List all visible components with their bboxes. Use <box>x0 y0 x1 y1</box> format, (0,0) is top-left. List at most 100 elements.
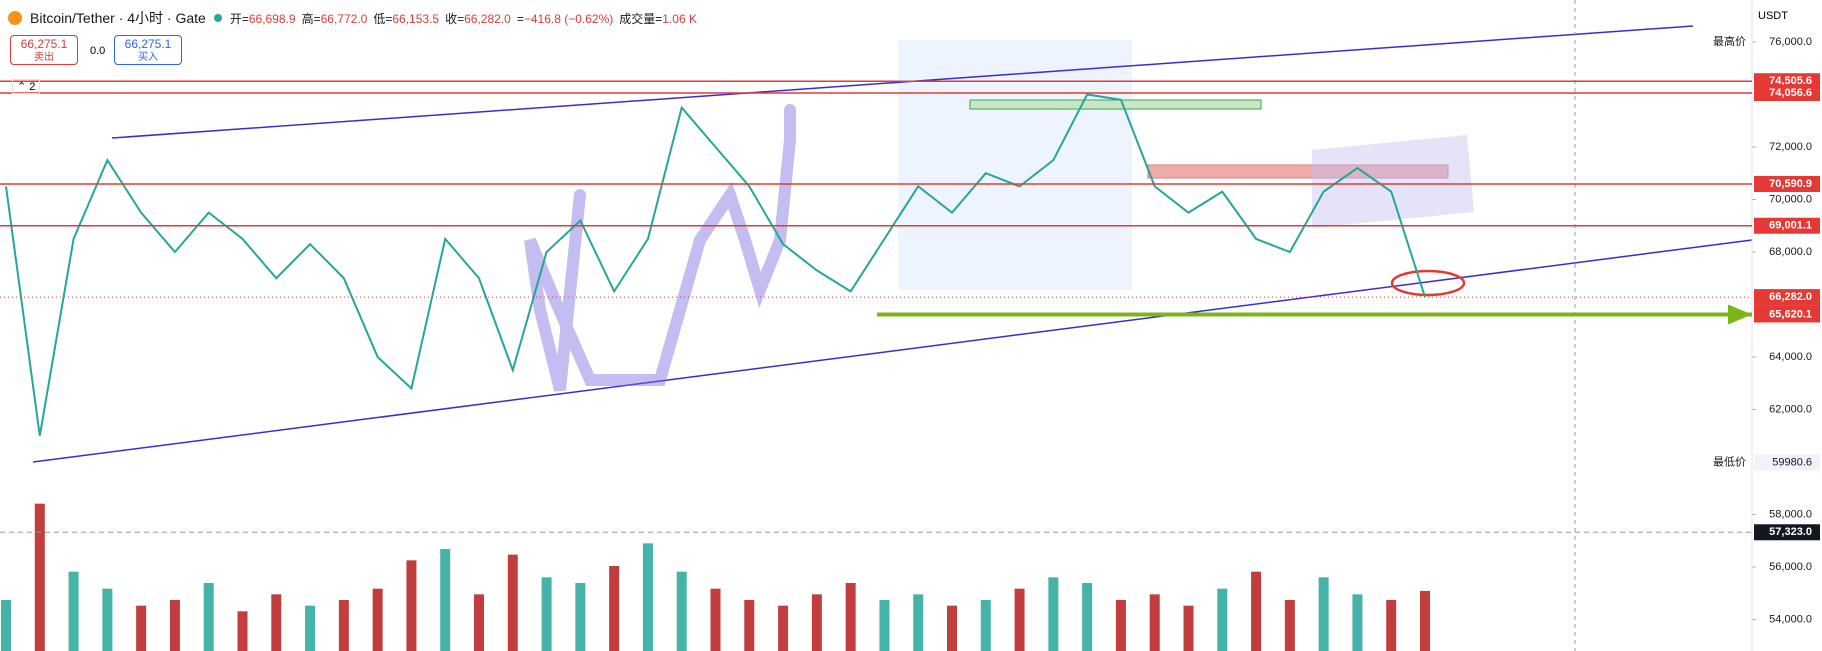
volume-bar <box>271 594 282 651</box>
volume-bar <box>1318 577 1329 651</box>
volume-bar <box>1420 590 1430 651</box>
volume-bar <box>845 583 856 651</box>
volume-bar <box>1048 577 1059 651</box>
price-label-box <box>1754 289 1820 306</box>
y-tick-label: 54,000.0 <box>1769 613 1812 625</box>
low-price-value: 59980.6 <box>1772 456 1812 468</box>
volume-bar <box>811 594 822 651</box>
price-line <box>5 93 1426 436</box>
buy-label: 买入 <box>138 52 158 63</box>
quote-item: 收=66,282.0 <box>445 11 511 26</box>
volume-bar <box>1284 600 1295 651</box>
spread: 0.0 <box>90 45 106 57</box>
channel-lower <box>32 239 1753 463</box>
volume-bar <box>947 605 957 651</box>
pattern-highlight <box>524 104 796 392</box>
price-label-box <box>1754 524 1820 541</box>
quote-value: 66,698.9 <box>248 11 296 26</box>
price-label-box <box>1754 217 1820 234</box>
indicator-toggle[interactable]: ⌃ 2 <box>12 79 41 94</box>
volume-bar <box>1115 600 1126 651</box>
volume-bar <box>169 600 180 651</box>
volume-bar <box>338 600 349 651</box>
price-label: 57,323.0 <box>1769 526 1812 538</box>
volume-bar <box>406 560 417 651</box>
zone-green <box>969 99 1262 110</box>
y-tick-label: 58,000.0 <box>1769 508 1812 520</box>
buy-button[interactable]: 66,275.1 买入 <box>114 35 182 65</box>
quote-label: 开 <box>229 11 242 26</box>
quote-item: 开=66,698.9 <box>229 11 296 26</box>
high-marker-label: 最高价 <box>1713 34 1746 48</box>
quote-value: −416.8 (−0.62%) <box>523 11 614 26</box>
volume-bar <box>1352 594 1363 651</box>
volume-bar <box>1386 600 1397 651</box>
y-tick-label: 68,000.0 <box>1769 246 1812 258</box>
volume-bar <box>34 503 45 651</box>
volume-bar <box>1 600 11 651</box>
quote-value: 66,772.0 <box>320 11 368 26</box>
y-tick-label: 76,000.0 <box>1769 36 1812 48</box>
quote-label: 高 <box>301 11 314 26</box>
volume-bar <box>980 600 991 651</box>
currency[interactable]: USDT <box>1758 10 1788 22</box>
volume-bar <box>136 605 147 651</box>
quote-value: 1.06 K <box>662 11 697 26</box>
volume-bar <box>744 600 755 651</box>
price-label: 74,505.6 <box>1769 75 1812 87</box>
volume-bar <box>575 583 586 651</box>
quote-label: 低 <box>373 11 386 26</box>
volume-bar <box>710 588 721 651</box>
sell-label: 卖出 <box>34 52 54 63</box>
low-marker-label: 最低价 <box>1713 455 1746 468</box>
volume-bar <box>1217 588 1228 651</box>
low-price-box <box>1754 454 1820 471</box>
quote-item: 成交量=1.06 K <box>619 11 697 26</box>
arrow-head <box>1728 304 1752 325</box>
volume-profile-area <box>898 40 1132 290</box>
quote-value: 66,282.0 <box>464 11 511 26</box>
volume-bar <box>676 571 687 651</box>
quote-item: 高=66,772.0 <box>301 11 368 26</box>
quote-value: 66,153.5 <box>392 11 440 26</box>
price-label: 66,282.0 <box>1769 291 1812 303</box>
price-label-box <box>1754 85 1820 102</box>
indicator-count: 2 <box>29 81 36 93</box>
volume-bar <box>879 600 890 651</box>
y-tick-label: 64,000.0 <box>1769 351 1812 363</box>
volume-bar <box>778 605 789 651</box>
quote-label: 收 <box>445 11 458 26</box>
volume-bar <box>305 605 316 651</box>
volume-bar <box>474 594 484 651</box>
regression-channel <box>1312 135 1474 228</box>
quote: 开=66,698.9 高=66,772.0 低=66,153.5 收=66,282.0… <box>230 10 703 27</box>
y-tick-label: 70,000.0 <box>1769 193 1812 205</box>
quote-item: 低=66,153.5 <box>373 11 440 26</box>
status-dot <box>213 14 222 22</box>
buy-price: 66,275.1 <box>124 37 172 51</box>
highlight-circle <box>1390 269 1466 297</box>
quote-item: =−416.8 (−0.62%) <box>516 11 614 26</box>
volume-bar <box>372 588 383 651</box>
y-tick-label: 72,000.0 <box>1769 141 1812 153</box>
sell-price: 66,275.1 <box>20 37 68 51</box>
coin-icon <box>8 11 22 25</box>
volume-bar <box>1183 605 1194 651</box>
volume-bar <box>541 577 552 651</box>
volume-bar <box>102 588 113 651</box>
volume-bar <box>609 566 620 651</box>
header: Bitcoin/Tether · 4小时 · Gate 开=66,698.9 高=… <box>8 8 703 28</box>
price-label-box <box>1754 175 1820 192</box>
volume-bar <box>507 554 518 651</box>
volume-bar <box>68 571 79 651</box>
channel-upper <box>111 25 1694 139</box>
volume-bar <box>203 583 214 651</box>
volume-bar <box>642 543 653 651</box>
price-label-box <box>1754 306 1820 323</box>
sell-button[interactable]: 66,275.1 卖出 <box>10 35 78 65</box>
price-label: 69,001.1 <box>1769 220 1812 232</box>
quote-label: 成交量 <box>619 11 656 26</box>
volume-bar <box>1082 583 1093 651</box>
